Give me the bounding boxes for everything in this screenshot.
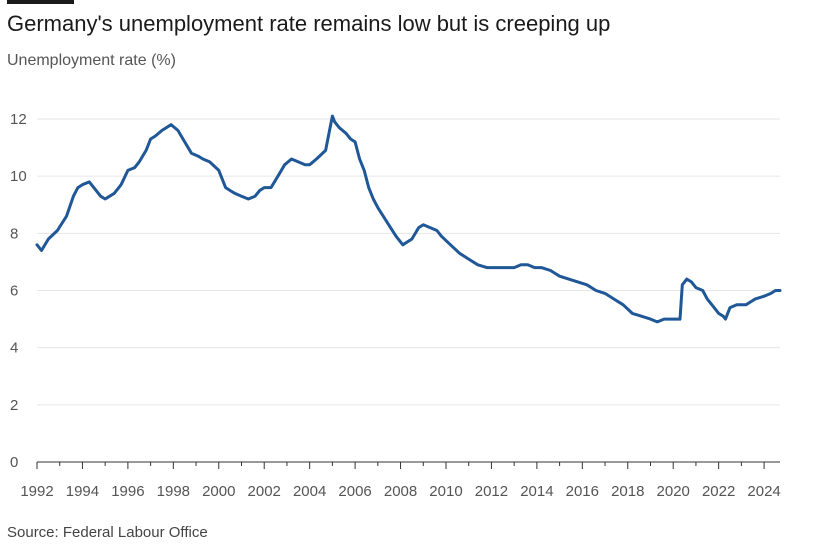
series-layer xyxy=(35,114,782,324)
x-tick-label-2016: 2016 xyxy=(566,483,599,500)
series-line-0 xyxy=(35,114,782,324)
x-tick-label-2010: 2010 xyxy=(429,483,462,500)
y-tick-label-4: 4 xyxy=(10,340,18,357)
x-tick-label-2020: 2020 xyxy=(657,483,690,500)
chart-title: Germany's unemployment rate remains low … xyxy=(7,11,611,36)
x-tick-label-2000: 2000 xyxy=(202,483,235,500)
x-tick-label-2024: 2024 xyxy=(747,483,780,500)
source-note: Source: Federal Labour Office xyxy=(7,524,208,541)
y-tick-label-0: 0 xyxy=(10,454,18,471)
x-tick-label-2004: 2004 xyxy=(293,483,326,500)
chart-subtitle: Unemployment rate (%) xyxy=(7,52,176,69)
x-tick-label-2018: 2018 xyxy=(611,483,644,500)
y-tick-label-12: 12 xyxy=(10,111,27,128)
x-tick-label-1998: 1998 xyxy=(157,483,190,500)
x-tick-label-1992: 1992 xyxy=(20,483,53,500)
y-tick-label-8: 8 xyxy=(10,225,18,242)
y-tick-label-2: 2 xyxy=(10,397,18,414)
x-tick-label-2014: 2014 xyxy=(520,483,553,500)
x-tick-label-1994: 1994 xyxy=(66,483,99,500)
y-tick-label-6: 6 xyxy=(10,283,18,300)
x-axis: 1992 1994 1996 1998 2000 2002 2004 2006 2008 2010… xyxy=(20,461,781,500)
y-axis-ticks: 0 2 4 6 8 10 12 xyxy=(10,111,27,471)
x-tick-label-2002: 2002 xyxy=(248,483,281,500)
brand-bar xyxy=(7,0,74,4)
x-tick-label-2006: 2006 xyxy=(338,483,371,500)
x-tick-label-1996: 1996 xyxy=(111,483,144,500)
y-tick-label-10: 10 xyxy=(10,168,27,185)
x-tick-label-2012: 2012 xyxy=(475,483,508,500)
x-tick-label-2008: 2008 xyxy=(384,483,417,500)
grid-lines xyxy=(37,118,780,406)
x-tick-label-2022: 2022 xyxy=(702,483,735,500)
